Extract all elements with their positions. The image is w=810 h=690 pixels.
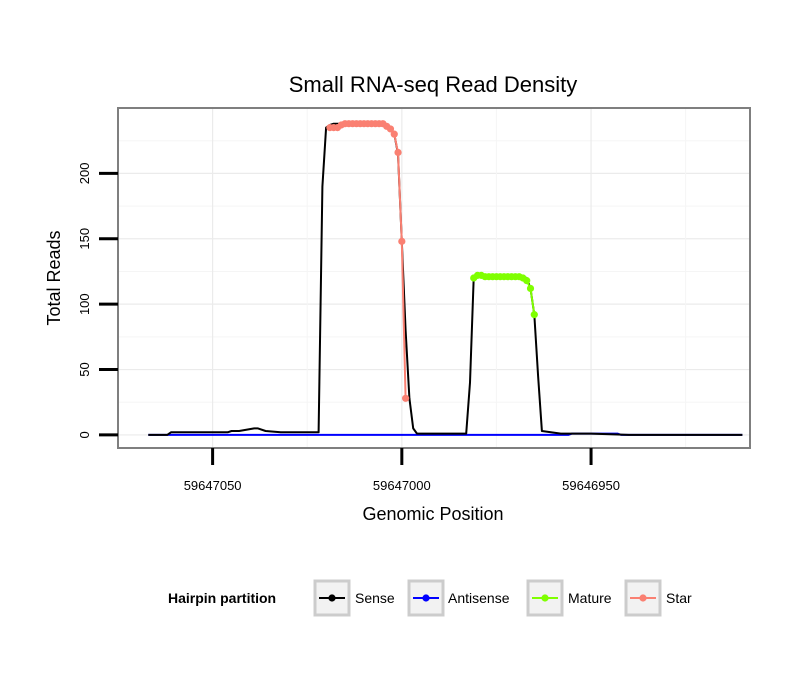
- data-point-star: [394, 148, 402, 157]
- series-layer: [148, 120, 743, 436]
- plot-border: [117, 107, 751, 449]
- data-point-mature: [530, 311, 538, 319]
- data-point-star: [398, 237, 406, 245]
- x-tick-label: 59647050: [184, 478, 242, 493]
- legend-label-antisense: Antisense: [448, 590, 510, 606]
- legend: Hairpin partition Sense Antisense Mature St…: [168, 579, 692, 617]
- data-point-star: [386, 125, 395, 133]
- plot-panel: [118, 108, 750, 448]
- y-tick-label: 100: [77, 293, 92, 315]
- legend-key-marker-star: [639, 594, 647, 602]
- data-point-mature: [526, 284, 535, 293]
- data-point-mature: [523, 277, 531, 285]
- legend-key-marker-sense: [328, 594, 336, 602]
- data-point-star: [402, 394, 410, 402]
- legend-entries: Sense Antisense Mature Star: [313, 579, 692, 617]
- y-axis: 0 50 100 150 200: [77, 163, 118, 439]
- legend-key-marker-antisense: [422, 594, 430, 602]
- x-tick-label: 59646950: [562, 478, 620, 493]
- x-tick-label: 59647000: [373, 478, 431, 493]
- y-tick-label: 0: [77, 431, 92, 438]
- legend-label-mature: Mature: [568, 590, 612, 606]
- chart-title: Small RNA-seq Read Density: [289, 72, 578, 97]
- y-tick-label: 200: [77, 163, 92, 185]
- legend-label-sense: Sense: [355, 590, 395, 606]
- y-tick-label: 150: [77, 228, 92, 250]
- x-axis: 59647050 59647000 59646950: [184, 448, 620, 493]
- legend-title: Hairpin partition: [168, 590, 276, 606]
- legend-key-marker-mature: [541, 594, 549, 602]
- y-axis-title: Total Reads: [44, 230, 64, 325]
- legend-label-star: Star: [666, 590, 692, 606]
- data-point-star: [390, 130, 398, 138]
- x-axis-title: Genomic Position: [362, 504, 503, 524]
- y-tick-label: 50: [77, 362, 92, 376]
